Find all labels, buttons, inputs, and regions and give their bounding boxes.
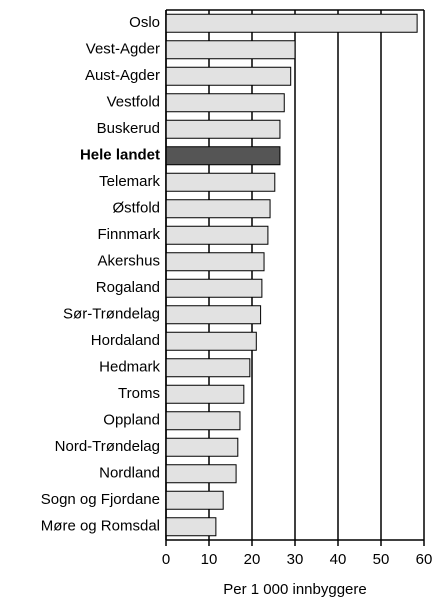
bar xyxy=(165,278,263,298)
y-tick-label: Buskerud xyxy=(97,120,160,137)
bar xyxy=(165,384,245,404)
y-tick-label: Telemark xyxy=(99,173,160,190)
y-tick-label: Vestfold xyxy=(107,94,160,111)
bar xyxy=(165,172,276,192)
y-tick-label: Sogn og Fjordane xyxy=(41,491,160,508)
y-tick-label: Østfold xyxy=(112,200,160,217)
bar xyxy=(165,437,239,457)
bar xyxy=(165,93,285,113)
bar xyxy=(165,331,257,351)
bar xyxy=(165,119,281,139)
y-tick-label: Hedmark xyxy=(99,359,160,376)
bar xyxy=(165,252,265,272)
x-tick-label: 40 xyxy=(330,551,347,568)
y-tick-label: Vest-Agder xyxy=(86,41,160,58)
y-tick-label: Sør-Trøndelag xyxy=(63,306,160,323)
y-tick-label: Aust-Agder xyxy=(85,67,160,84)
bar xyxy=(165,358,251,378)
y-tick-label: Rogaland xyxy=(96,279,160,296)
y-tick-label: Nord-Trøndelag xyxy=(55,438,160,455)
x-tick-label: 50 xyxy=(373,551,390,568)
y-tick-label: Akershus xyxy=(97,253,160,270)
bar xyxy=(165,225,269,245)
bar xyxy=(165,40,296,60)
x-axis-label: Per 1 000 innbyggere xyxy=(223,581,366,598)
y-tick-label: Oppland xyxy=(103,412,160,429)
y-tick-label: Hele landet xyxy=(80,147,160,164)
x-tick-label: 10 xyxy=(201,551,218,568)
x-tick-label: 0 xyxy=(162,551,170,568)
bar xyxy=(165,199,271,219)
bar xyxy=(165,305,262,325)
x-tick-label: 60 xyxy=(416,551,433,568)
bar xyxy=(165,490,224,510)
bar xyxy=(165,517,217,537)
bar xyxy=(165,146,281,166)
y-tick-label: Troms xyxy=(118,385,160,402)
x-tick-label: 20 xyxy=(244,551,261,568)
y-tick-label: Nordland xyxy=(99,465,160,482)
y-tick-label: Oslo xyxy=(129,14,160,31)
bar xyxy=(165,13,418,33)
bar xyxy=(165,411,241,431)
bar xyxy=(165,464,237,484)
y-tick-label: Hordaland xyxy=(91,332,160,349)
bar xyxy=(165,66,292,86)
y-tick-label: Møre og Romsdal xyxy=(41,518,160,535)
x-tick-label: 30 xyxy=(287,551,304,568)
y-tick-label: Finnmark xyxy=(97,226,160,243)
